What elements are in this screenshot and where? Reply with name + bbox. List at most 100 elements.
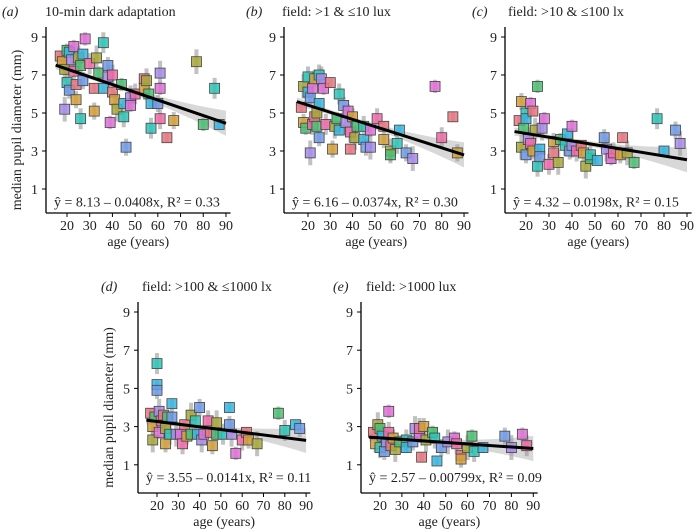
data-point: [400, 147, 412, 159]
x-tick-label: 80: [196, 219, 210, 234]
y-tick-label: 3: [346, 421, 353, 436]
data-point: [383, 405, 395, 417]
data-point: [141, 75, 152, 87]
y-tick-label: 3: [31, 145, 38, 160]
data-point: [333, 88, 345, 100]
y-tick-label: 1: [269, 183, 276, 198]
x-tick-label: 90: [526, 499, 540, 514]
x-tick-label: 60: [461, 499, 475, 514]
y-tick-label: 7: [123, 344, 130, 359]
panel-c: (c) field: >10 & ≤100 lx 1 3 5 7 9 20 30 40 50 60 70…: [472, 5, 694, 250]
data-point: [365, 141, 376, 153]
data-point: [532, 160, 543, 172]
x-tick-label: 20: [519, 219, 533, 234]
data-point: [206, 440, 218, 452]
data-point: [161, 132, 173, 144]
x-tick-label: 40: [193, 499, 207, 514]
x-tick-label: 90: [680, 219, 694, 234]
data-point: [674, 137, 686, 149]
data-point: [548, 147, 559, 159]
data-point: [344, 143, 356, 155]
data-point: [477, 442, 489, 454]
data-point: [304, 92, 316, 104]
x-tick-label: 40: [565, 219, 579, 234]
data-point: [400, 442, 412, 454]
panel-title: field: >10 & ≤100 lx: [508, 5, 624, 20]
data-point: [166, 411, 178, 423]
data-point: [585, 149, 596, 161]
data-point: [209, 82, 221, 94]
data-point: [168, 115, 180, 126]
data-point: [385, 149, 396, 161]
data-point: [516, 428, 528, 440]
data-point: [93, 67, 105, 79]
data-point: [211, 417, 223, 429]
data-point: [311, 120, 323, 132]
panel-title: field: >1 & ≤10 lux: [282, 5, 391, 20]
panel-e: (e) field: >1000 lux 1 3 5 7 9 20 30 40 50 60 70 80 90…: [333, 280, 542, 530]
data-point: [273, 407, 284, 419]
data-point: [63, 84, 75, 96]
x-tick-label: 50: [368, 219, 382, 234]
data-point: [391, 137, 403, 149]
x-tick-label: 30: [395, 499, 409, 514]
x-axis-label: age (years): [567, 235, 629, 250]
data-point: [154, 67, 166, 79]
x-tick-label: 50: [214, 499, 228, 514]
data-point: [670, 124, 681, 136]
x-tick-label: 30: [542, 219, 556, 234]
x-tick-label: 50: [588, 219, 602, 234]
y-tick-label: 5: [346, 382, 353, 397]
panel-letter: (d): [101, 280, 118, 295]
data-point: [536, 122, 548, 134]
panel-a: (a) 10-min dark adaptation 1 3 5 7 9 20 30 40 50 60…: [2, 5, 233, 250]
data-point: [307, 82, 318, 94]
data-point: [466, 430, 478, 442]
x-tick-label: 70: [257, 499, 271, 514]
data-point: [107, 69, 118, 81]
data-point: [226, 428, 237, 440]
panel-title: 10-min dark adaptation: [45, 5, 176, 20]
x-tick-label: 70: [483, 499, 497, 514]
x-axis-label: age (years): [345, 235, 407, 250]
data-point: [154, 82, 166, 94]
x-tick-label: 60: [235, 499, 249, 514]
data-point: [194, 402, 206, 413]
data-point: [431, 455, 443, 467]
data-point: [315, 73, 327, 85]
y-tick-label: 1: [123, 459, 130, 474]
y-tick-label: 7: [490, 69, 497, 84]
regression-line: [55, 63, 227, 125]
panel-d: (d) field: >100 & ≤1000 lx 1 3 5 7 9 20 30 40 50 60…: [101, 280, 313, 530]
panel-letter: (e): [333, 280, 349, 295]
data-point: [120, 141, 132, 153]
y-tick-label: 3: [490, 145, 497, 160]
data-point: [109, 94, 121, 106]
data-point: [418, 421, 430, 433]
data-point: [118, 111, 130, 123]
data-point: [621, 147, 633, 159]
y-axis-label: median pupil diameter (mm): [10, 49, 25, 210]
data-point: [591, 155, 603, 166]
data-point: [79, 33, 91, 45]
data-point: [455, 453, 467, 465]
data-point: [147, 434, 159, 446]
data-point: [68, 41, 80, 52]
data-point: [416, 451, 428, 463]
y-tick-label: 7: [31, 69, 38, 84]
regression-line: [296, 100, 465, 157]
y-tick-label: 5: [31, 107, 38, 122]
data-point: [327, 143, 338, 155]
data-point: [154, 113, 166, 125]
x-tick-label: 90: [219, 219, 233, 234]
x-tick-label: 20: [301, 219, 315, 234]
y-tick-label: 7: [346, 344, 353, 359]
panel-letter: (c): [472, 5, 488, 20]
data-point: [436, 132, 448, 144]
x-axis-label: age (years): [193, 515, 255, 530]
regression-equation: ŷ = 3.55 – 0.0141x, R² = 0.11: [146, 471, 311, 486]
data-point: [378, 134, 390, 146]
data-point: [539, 113, 550, 125]
data-point: [628, 156, 640, 168]
data-point: [77, 48, 89, 60]
